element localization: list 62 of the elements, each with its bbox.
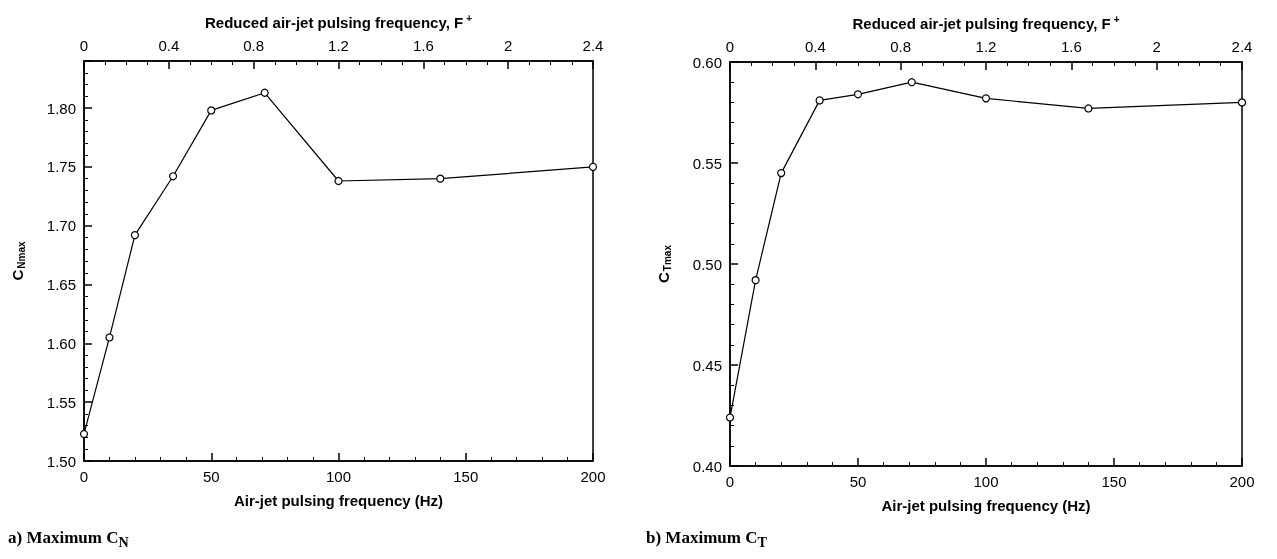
x2-tick-label: 0.8	[890, 38, 912, 55]
x2-tick-label: 0.4	[804, 38, 826, 55]
y-tick-label: 0.60	[692, 53, 722, 71]
x2-tick-label: 0	[79, 37, 89, 54]
x2-axis-title: Reduced air-jet pulsing frequency, F+	[852, 13, 1120, 32]
y-tick-label: 0.40	[692, 457, 722, 475]
x-tick-label: 50	[849, 473, 867, 490]
point	[815, 96, 824, 105]
point	[981, 94, 991, 103]
text: a) Maximum C$_{N}$	[8, 528, 129, 552]
x-axis-title: Air-jet pulsing frequency (Hz)	[233, 492, 444, 509]
x2-tick-label: 0.4	[158, 37, 180, 54]
y-tick-label: 1.50	[46, 452, 76, 470]
y-tick-label: 1.75	[46, 158, 76, 176]
point	[1084, 104, 1093, 113]
x-tick-label: 100	[973, 473, 999, 490]
x-tick-label: 0	[79, 468, 89, 485]
point	[436, 174, 445, 183]
point	[588, 162, 598, 171]
x2-tick-label: 0.8	[243, 37, 265, 54]
point	[207, 106, 216, 115]
y-tick-label: 0.55	[692, 154, 722, 172]
point	[853, 90, 863, 99]
y-tick-label: 1.55	[46, 393, 76, 411]
x-tick-label: 200	[1229, 473, 1255, 490]
point	[334, 176, 343, 186]
point	[260, 88, 269, 97]
x2-tick-label: 1.2	[975, 38, 997, 55]
point	[105, 333, 114, 342]
x-axis-title: Air-jet pulsing frequency (Hz)	[881, 497, 1091, 514]
point	[168, 172, 178, 181]
text: b) Maximum C$_{T}$	[646, 528, 767, 552]
y-tick-label: 1.65	[46, 276, 76, 294]
y-axis-title: CNmax	[8, 241, 27, 281]
x-tick-label: 0	[725, 473, 735, 490]
x2-tick-label: 2	[503, 37, 513, 54]
y-axis-title: CTmax	[654, 244, 673, 283]
x-tick-label: 150	[453, 468, 479, 485]
y-tick-label: 1.70	[46, 217, 76, 235]
x2-tick-label: 2.4	[1231, 38, 1253, 55]
x2-tick-label: 1.6	[412, 37, 434, 54]
point	[79, 429, 89, 439]
x2-tick-label: 1.6	[1060, 38, 1082, 55]
point	[751, 276, 760, 285]
point	[725, 413, 735, 422]
point	[1237, 98, 1247, 107]
x-tick-label: 150	[1101, 473, 1127, 490]
y-tick-label: 0.45	[692, 356, 722, 374]
x2-tick-label: 0	[725, 38, 735, 55]
x-tick-label: 100	[325, 468, 352, 485]
x2-tick-label: 1.2	[328, 37, 349, 54]
point	[907, 78, 916, 87]
x2-axis-title: Reduced air-jet pulsing frequency, F+	[205, 12, 473, 31]
x-tick-label: 50	[202, 468, 220, 485]
x2-tick-label: 2	[1152, 38, 1161, 55]
point	[777, 169, 786, 178]
x-tick-label: 200	[580, 468, 606, 485]
y-tick-label: 0.50	[692, 255, 722, 273]
x2-tick-label: 2.4	[582, 37, 604, 54]
point	[130, 231, 139, 240]
y-tick-label: 1.60	[46, 334, 76, 352]
y-tick-label: 1.80	[46, 99, 76, 117]
